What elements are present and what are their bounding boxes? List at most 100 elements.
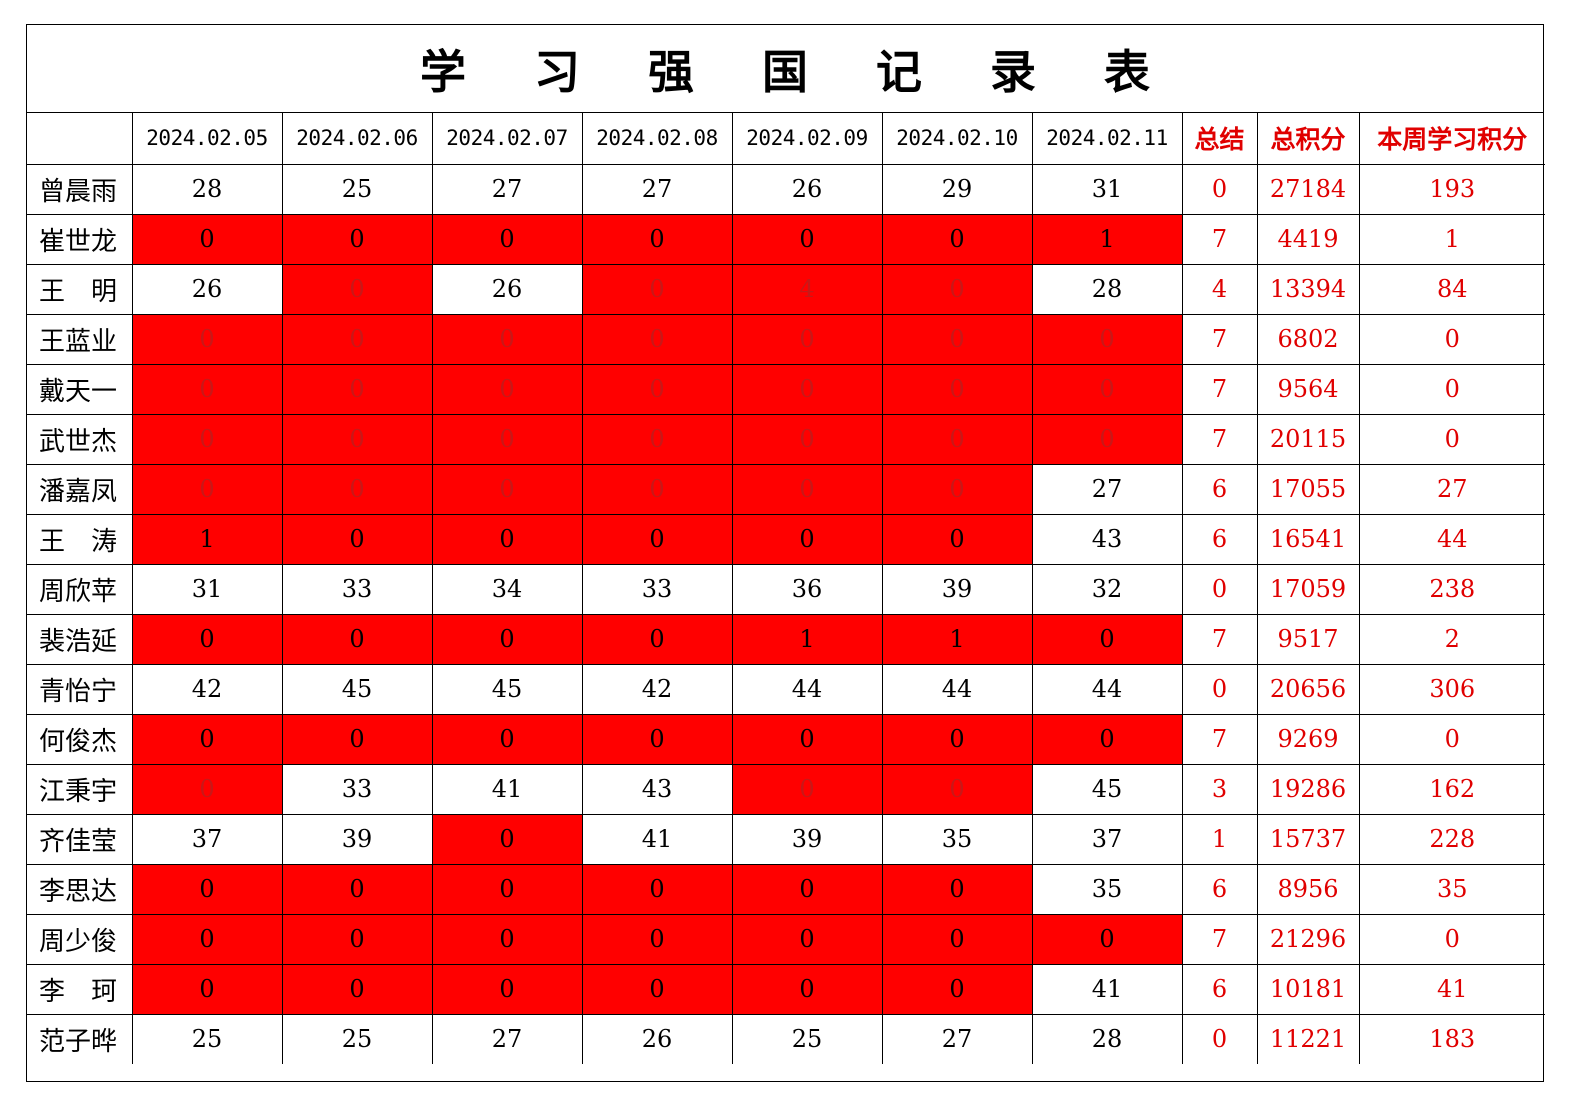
day-score-cell[interactable]: 39: [281, 813, 433, 865]
day-score-cell[interactable]: 0: [881, 913, 1033, 965]
person-name-cell[interactable]: 王 涛: [27, 513, 133, 565]
summary-cell[interactable]: 7: [1181, 313, 1258, 365]
day-score-cell[interactable]: 0: [581, 963, 733, 1015]
day-score-cell[interactable]: 0: [431, 363, 583, 415]
day-score-cell[interactable]: 26: [731, 163, 883, 215]
total-points-cell[interactable]: 17055: [1256, 463, 1360, 515]
day-score-cell[interactable]: 4: [731, 263, 883, 315]
week-points-cell[interactable]: 238: [1358, 563, 1545, 615]
summary-cell[interactable]: 7: [1181, 613, 1258, 665]
day-score-cell[interactable]: 0: [281, 963, 433, 1015]
total-points-cell[interactable]: 9517: [1256, 613, 1360, 665]
day-score-cell[interactable]: 0: [881, 963, 1033, 1015]
day-score-cell[interactable]: 27: [431, 163, 583, 215]
day-score-cell[interactable]: 0: [581, 513, 733, 565]
person-name-cell[interactable]: 青怡宁: [27, 663, 133, 715]
day-score-cell[interactable]: 0: [731, 463, 883, 515]
day-score-cell[interactable]: 36: [731, 563, 883, 615]
day-score-cell[interactable]: 0: [881, 513, 1033, 565]
total-points-cell[interactable]: 11221: [1256, 1013, 1360, 1064]
person-name-cell[interactable]: 曾晨雨: [27, 163, 133, 215]
day-score-cell[interactable]: 37: [131, 813, 283, 865]
day-score-cell[interactable]: 0: [281, 413, 433, 465]
day-score-cell[interactable]: 27: [431, 1013, 583, 1064]
summary-cell[interactable]: 6: [1181, 463, 1258, 515]
day-score-cell[interactable]: 0: [281, 863, 433, 915]
day-score-cell[interactable]: 0: [731, 363, 883, 415]
day-score-cell[interactable]: 0: [131, 713, 283, 765]
day-score-cell[interactable]: 42: [131, 663, 283, 715]
summary-cell[interactable]: 0: [1181, 563, 1258, 615]
header-date[interactable]: 2024.02.09: [731, 113, 883, 165]
day-score-cell[interactable]: 28: [131, 163, 283, 215]
day-score-cell[interactable]: 0: [281, 313, 433, 365]
day-score-cell[interactable]: 37: [1031, 813, 1183, 865]
day-score-cell[interactable]: 0: [431, 513, 583, 565]
week-points-cell[interactable]: 2: [1358, 613, 1545, 665]
day-score-cell[interactable]: 0: [281, 913, 433, 965]
day-score-cell[interactable]: 0: [731, 913, 883, 965]
day-score-cell[interactable]: 0: [431, 213, 583, 265]
day-score-cell[interactable]: 29: [881, 163, 1033, 215]
day-score-cell[interactable]: 0: [881, 213, 1033, 265]
day-score-cell[interactable]: 0: [131, 413, 283, 465]
header-name-cell[interactable]: [27, 113, 133, 165]
person-name-cell[interactable]: 何俊杰: [27, 713, 133, 765]
day-score-cell[interactable]: 0: [281, 613, 433, 665]
day-score-cell[interactable]: 0: [881, 713, 1033, 765]
summary-cell[interactable]: 4: [1181, 263, 1258, 315]
day-score-cell[interactable]: 0: [131, 913, 283, 965]
day-score-cell[interactable]: 0: [881, 463, 1033, 515]
summary-cell[interactable]: 0: [1181, 163, 1258, 215]
day-score-cell[interactable]: 0: [131, 213, 283, 265]
person-name-cell[interactable]: 崔世龙: [27, 213, 133, 265]
day-score-cell[interactable]: 26: [131, 263, 283, 315]
week-points-cell[interactable]: 306: [1358, 663, 1545, 715]
week-points-cell[interactable]: 228: [1358, 813, 1545, 865]
day-score-cell[interactable]: 25: [281, 1013, 433, 1064]
day-score-cell[interactable]: 35: [881, 813, 1033, 865]
day-score-cell[interactable]: 0: [881, 363, 1033, 415]
day-score-cell[interactable]: 0: [581, 213, 733, 265]
day-score-cell[interactable]: 33: [581, 563, 733, 615]
day-score-cell[interactable]: 0: [731, 963, 883, 1015]
day-score-cell[interactable]: 45: [1031, 763, 1183, 815]
person-name-cell[interactable]: 武世杰: [27, 413, 133, 465]
day-score-cell[interactable]: 0: [431, 813, 583, 865]
header-date[interactable]: 2024.02.07: [431, 113, 583, 165]
summary-cell[interactable]: 0: [1181, 663, 1258, 715]
day-score-cell[interactable]: 0: [431, 863, 583, 915]
day-score-cell[interactable]: 0: [1031, 313, 1183, 365]
person-name-cell[interactable]: 戴天一: [27, 363, 133, 415]
day-score-cell[interactable]: 0: [281, 213, 433, 265]
day-score-cell[interactable]: 0: [581, 713, 733, 765]
header-date[interactable]: 2024.02.11: [1031, 113, 1183, 165]
day-score-cell[interactable]: 0: [581, 363, 733, 415]
person-name-cell[interactable]: 潘嘉凤: [27, 463, 133, 515]
week-points-cell[interactable]: 0: [1358, 313, 1545, 365]
day-score-cell[interactable]: 1: [1031, 213, 1183, 265]
total-points-cell[interactable]: 21296: [1256, 913, 1360, 965]
header-date[interactable]: 2024.02.10: [881, 113, 1033, 165]
day-score-cell[interactable]: 0: [1031, 613, 1183, 665]
day-score-cell[interactable]: 0: [731, 863, 883, 915]
day-score-cell[interactable]: 0: [581, 863, 733, 915]
summary-cell[interactable]: 7: [1181, 913, 1258, 965]
day-score-cell[interactable]: 1: [131, 513, 283, 565]
day-score-cell[interactable]: 0: [431, 613, 583, 665]
person-name-cell[interactable]: 江秉宇: [27, 763, 133, 815]
day-score-cell[interactable]: 27: [581, 163, 733, 215]
summary-cell[interactable]: 7: [1181, 213, 1258, 265]
day-score-cell[interactable]: 1: [731, 613, 883, 665]
summary-cell[interactable]: 6: [1181, 863, 1258, 915]
summary-cell[interactable]: 0: [1181, 1013, 1258, 1064]
total-points-cell[interactable]: 6802: [1256, 313, 1360, 365]
day-score-cell[interactable]: 39: [731, 813, 883, 865]
day-score-cell[interactable]: 0: [431, 713, 583, 765]
day-score-cell[interactable]: 31: [1031, 163, 1183, 215]
day-score-cell[interactable]: 0: [431, 413, 583, 465]
week-points-cell[interactable]: 0: [1358, 413, 1545, 465]
day-score-cell[interactable]: 39: [881, 563, 1033, 615]
person-name-cell[interactable]: 周欣苹: [27, 563, 133, 615]
day-score-cell[interactable]: 42: [581, 663, 733, 715]
